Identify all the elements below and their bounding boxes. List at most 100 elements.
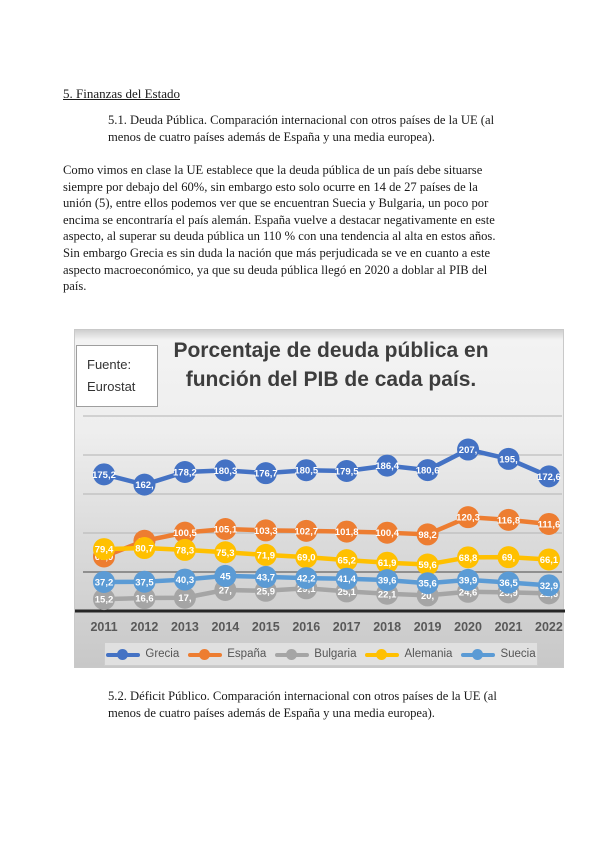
legend-label-grecia: Grecia xyxy=(145,648,180,660)
data-label-bulgaria-2015: 25,9 xyxy=(257,586,276,597)
data-label-espana-2020: 120,3 xyxy=(456,513,480,524)
x-tick-label-2021: 2021 xyxy=(495,620,523,634)
data-label-suecia-2022: 32,9 xyxy=(540,581,559,592)
data-label-grecia-2012: 162, xyxy=(135,480,154,491)
data-label-espana-2019: 98,2 xyxy=(418,530,437,541)
series-grecia: 175,2 162, 178,2 180,3 176,7 180,5 179,5 186,4 1… xyxy=(92,438,561,496)
x-tick-label-2014: 2014 xyxy=(211,620,239,634)
marker-alemania-2018 xyxy=(376,551,399,574)
data-label-suecia-2012: 37,5 xyxy=(135,577,154,588)
data-label-bulgaria-2016: 29,1 xyxy=(297,584,316,595)
marker-grecia-2020 xyxy=(457,438,480,461)
data-label-alemania-2018: 61,9 xyxy=(378,558,397,569)
legend-item-alemania: Alemania xyxy=(365,648,452,660)
data-label-alemania-2019: 59,6 xyxy=(418,560,437,571)
marker-grecia-2018 xyxy=(376,454,399,477)
line-chart-plot: 2011 2012 2013 2014 2015 2016 2017 2018 2019 2020… xyxy=(75,415,565,634)
data-label-grecia-2011: 175,2 xyxy=(92,470,116,481)
marker-suecia-2011 xyxy=(93,570,115,593)
marker-alemania-2014 xyxy=(214,541,237,564)
public-debt-chart: Porcentaje de deuda pública en función d… xyxy=(74,329,565,668)
data-label-grecia-2019: 180,6 xyxy=(416,466,440,477)
subsection-5-1: 5.1. Deuda Pública. Comparación internac… xyxy=(108,113,495,144)
data-label-espana-2015: 103,3 xyxy=(254,526,278,537)
data-label-alemania-2012: 80,7 xyxy=(135,544,154,555)
marker-grecia-2012 xyxy=(133,473,156,496)
data-label-alemania-2014: 75,3 xyxy=(216,548,235,559)
data-label-espana-2014: 105,1 xyxy=(213,525,237,536)
data-label-bulgaria-2011: 15,2 xyxy=(95,595,114,606)
data-label-suecia-2015: 43,7 xyxy=(257,572,276,583)
marker-suecia-2012 xyxy=(133,570,156,593)
marker-espana-2015 xyxy=(254,519,277,542)
marker-alemania-2013 xyxy=(173,538,196,561)
chart-source-box: Fuente: Eurostat xyxy=(76,345,158,407)
marker-espana-2017 xyxy=(335,520,358,543)
marker-suecia-2020 xyxy=(457,568,480,591)
x-tick-label-2017: 2017 xyxy=(333,620,361,634)
data-label-espana-2022: 111,6 xyxy=(538,519,561,530)
data-label-bulgaria-2014: 27, xyxy=(219,585,232,596)
marker-suecia-2017 xyxy=(335,567,358,590)
data-label-suecia-2013: 40,3 xyxy=(176,575,195,586)
marker-suecia-2019 xyxy=(416,572,439,595)
data-label-grecia-2017: 179,5 xyxy=(335,466,359,477)
x-tick-label-2020: 2020 xyxy=(454,620,482,634)
data-label-alemania-2021: 69, xyxy=(502,553,515,564)
marker-suecia-2022 xyxy=(537,574,560,597)
marker-espana-2014 xyxy=(214,518,237,541)
x-tick-label-2018: 2018 xyxy=(373,620,401,634)
data-label-espana-2021: 116,8 xyxy=(497,515,520,526)
series-espana: 69,990,100,5105,1103,3102,7101,8100,498,… xyxy=(93,506,561,568)
series-alemania: 79,4 80,7 78,3 75,3 71,9 69,0 65,2 61,9 59,6 68,8… xyxy=(93,537,560,576)
chart-title: Porcentaje de deuda pública en función d… xyxy=(173,339,489,391)
marker-grecia-2021 xyxy=(497,447,520,470)
marker-alemania-2016 xyxy=(295,546,318,569)
data-label-grecia-2013: 178,2 xyxy=(173,468,197,479)
data-label-alemania-2013: 78,3 xyxy=(176,545,195,556)
data-label-bulgaria-2020: 24,6 xyxy=(459,587,478,598)
marker-alemania-2017 xyxy=(335,549,358,572)
legend-item-suecia: Suecia xyxy=(461,648,536,660)
marker-suecia-2013 xyxy=(173,568,196,591)
subsection-5-2: 5.2. Déficit Público. Comparación intern… xyxy=(108,689,497,720)
data-label-grecia-2015: 176,7 xyxy=(254,469,278,480)
data-label-espana-2016: 102,7 xyxy=(294,526,318,537)
marker-suecia-2015 xyxy=(254,565,277,588)
marker-alemania-2022 xyxy=(537,548,560,571)
data-label-bulgaria-2013: 17, xyxy=(178,593,191,604)
body-paragraph: Como vimos en clase la UE establece que … xyxy=(63,163,496,294)
legend-item-grecia: Grecia xyxy=(106,648,179,660)
x-tick-label-2022: 2022 xyxy=(535,620,563,634)
legend-label-suecia: Suecia xyxy=(500,648,536,660)
series-line-alemania xyxy=(103,545,550,567)
data-label-alemania-2016: 69,0 xyxy=(297,553,316,564)
marker-espana-2020 xyxy=(457,506,480,529)
data-label-suecia-2016: 42,2 xyxy=(297,574,316,585)
legend-label-espana: España xyxy=(227,648,267,660)
data-label-bulgaria-2019: 20, xyxy=(421,591,434,602)
data-label-suecia-2011: 37,2 xyxy=(95,577,114,588)
legend-label-alemania: Alemania xyxy=(404,648,453,660)
marker-grecia-2014 xyxy=(214,459,237,482)
marker-grecia-2022 xyxy=(537,465,560,488)
x-tick-label-2015: 2015 xyxy=(252,620,280,634)
legend-label-bulgaria: Bulgaria xyxy=(314,648,357,660)
data-label-alemania-2022: 66,1 xyxy=(540,555,559,566)
marker-grecia-2013 xyxy=(173,461,196,484)
legend-marker-icon xyxy=(106,648,141,660)
data-label-espana-2017: 101,8 xyxy=(335,527,359,538)
data-label-espana-2013: 100,5 xyxy=(173,528,197,539)
data-label-alemania-2015: 71,9 xyxy=(257,550,276,561)
data-label-suecia-2020: 39,9 xyxy=(459,575,478,586)
x-tick-label-2012: 2012 xyxy=(131,620,159,634)
marker-suecia-2016 xyxy=(295,567,318,590)
legend-item-bulgaria: Bulgaria xyxy=(275,648,356,660)
series-line-suecia xyxy=(103,573,550,588)
section-heading: 5. Finanzas del Estado xyxy=(63,86,180,101)
marker-suecia-2018 xyxy=(376,569,399,592)
data-label-suecia-2018: 39,6 xyxy=(378,576,397,587)
marker-alemania-2015 xyxy=(254,543,277,566)
marker-espana-2018 xyxy=(376,521,399,544)
